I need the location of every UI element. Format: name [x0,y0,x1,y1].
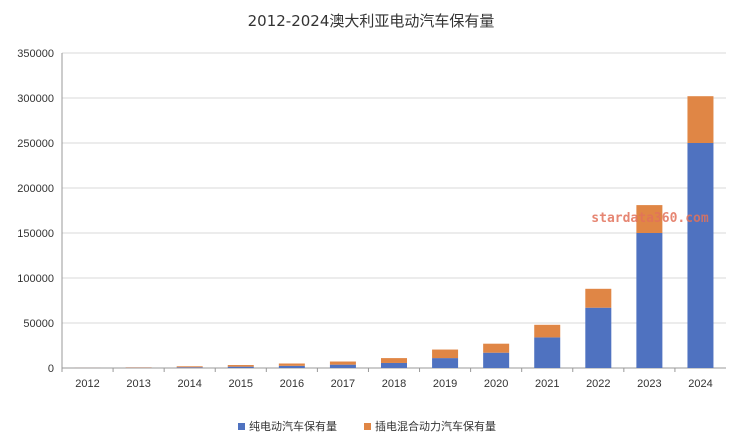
x-tick-label: 2017 [331,378,355,390]
legend-label-phev: 插电混合动力汽车保有量 [375,419,496,433]
x-tick-label: 2018 [382,378,406,390]
x-tick-label: 2013 [126,378,150,390]
bar-phev-2019 [432,349,459,359]
legend-swatch-phev [364,423,371,430]
bar-phev-2014 [176,366,203,368]
y-tick-label: 50000 [23,318,54,330]
y-tick-label: 300000 [17,93,54,105]
x-tick-label: 2020 [484,378,508,390]
bars [74,96,714,368]
y-tick-label: 350000 [17,48,54,60]
x-tick-label: 2019 [433,378,457,390]
x-tick-label: 2012 [75,378,99,390]
bar-phev-2016 [278,363,305,366]
bar-bev-2016 [278,365,305,368]
bar-bev-2024 [687,143,714,368]
bar-phev-2018 [381,358,407,363]
x-tick-label: 2023 [637,378,661,390]
watermark: stardata360.com [591,211,709,226]
bar-phev-2022 [585,288,612,308]
bar-phev-2024 [687,96,714,143]
y-axis: 0 50000 100000 150000 200000 250000 300000 3500… [17,48,63,375]
legend: 纯电动汽车保有量 插电混合动力汽车保有量 [238,419,496,433]
bar-phev-2023 [636,205,663,233]
y-tick-label: 200000 [17,183,54,195]
legend-swatch-bev [238,423,245,430]
gridlines [62,52,726,369]
bar-bev-2022 [585,307,612,368]
y-tick-label: 0 [48,363,54,375]
x-tick-label: 2022 [586,378,610,390]
x-axis: 2012 2013 2014 2015 2016 2017 2018 2019 2020 2021… [61,368,713,390]
bar-bev-2015 [227,366,254,368]
y-tick-label: 100000 [17,273,54,285]
x-tick-label: 2021 [535,378,559,390]
bar-bev-2023 [636,233,663,368]
x-tick-label: 2024 [688,378,712,390]
bar-bev-2017 [329,364,356,368]
x-tick-label: 2015 [229,378,253,390]
x-tick-label: 2016 [280,378,304,390]
y-tick-label: 150000 [17,228,54,240]
bar-phev-2017 [329,361,356,365]
bar-phev-2015 [227,365,254,367]
bar-bev-2018 [381,362,407,368]
bar-phev-2021 [534,324,561,338]
bar-bev-2019 [432,358,459,368]
chart-title: 2012-2024澳大利亚电动汽车保有量 [248,12,495,30]
bar-bev-2021 [534,337,561,368]
bar-bev-2020 [483,352,510,368]
legend-label-bev: 纯电动汽车保有量 [249,419,337,433]
bar-phev-2020 [483,343,510,353]
bar-bev-2014 [176,367,203,368]
y-tick-label: 250000 [17,138,54,150]
x-tick-label: 2014 [177,378,201,390]
